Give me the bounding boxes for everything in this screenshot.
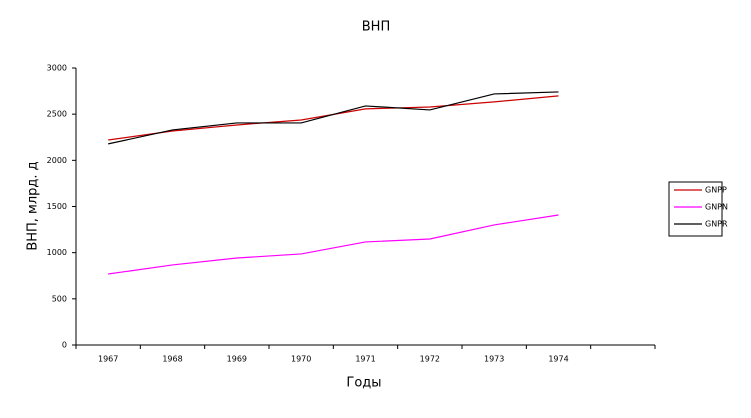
x-tick-label: 1969: [227, 355, 247, 364]
x-tick-label: 1973: [484, 355, 504, 364]
y-tick-label: 3000: [47, 64, 67, 73]
chart-title: ВНП: [362, 20, 390, 35]
legend-label: GNPP: [705, 186, 727, 195]
y-axis-label: ВНП, млрд. д: [26, 161, 41, 250]
x-tick-label: 1972: [420, 355, 440, 364]
y-tick-label: 2500: [47, 110, 67, 119]
y-tick-label: 1000: [47, 248, 67, 257]
x-tick-label: 1970: [291, 355, 311, 364]
x-tick-label: 1974: [548, 355, 568, 364]
x-axis-label: Годы: [346, 376, 381, 391]
x-tick-label: 1971: [355, 355, 375, 364]
series-line: [108, 214, 559, 275]
x-tick-label: 1967: [98, 355, 118, 364]
legend-label: GNPN: [705, 203, 728, 212]
series-line: [108, 91, 559, 145]
y-tick-label: 0: [62, 341, 67, 350]
y-tick-label: 500: [52, 294, 67, 303]
x-tick-label: 1968: [162, 355, 182, 364]
series-line: [108, 95, 559, 141]
legend-label: GNPR: [705, 220, 728, 229]
y-tick-label: 1500: [47, 202, 67, 211]
legend-box: [668, 181, 723, 237]
y-tick-label: 2000: [47, 156, 67, 165]
